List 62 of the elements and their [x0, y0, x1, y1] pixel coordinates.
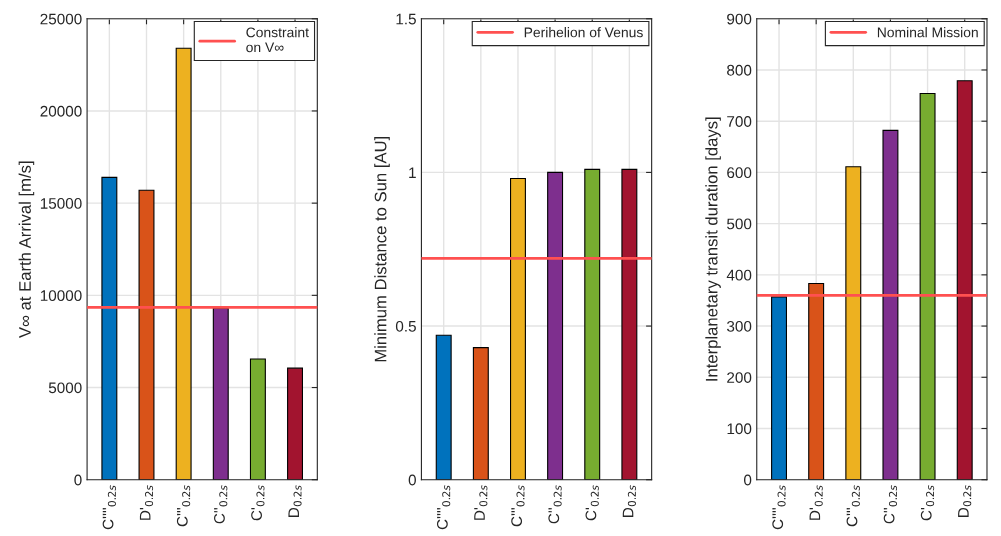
y-tick-label: 200	[727, 372, 752, 383]
bar	[101, 176, 118, 480]
x-tick-label: C''$_{0.2s}$	[214, 485, 228, 524]
x-tick-label: D'$_{0.2s}$	[474, 485, 488, 520]
y-tick-label: 1	[409, 167, 416, 178]
bar	[287, 367, 304, 480]
legend-label: Nominal Mission	[877, 27, 978, 38]
legend-label: Constraint on V∞	[246, 27, 309, 53]
y-tick-label: 10000	[40, 290, 82, 302]
y-tick-label: 300	[726, 320, 752, 332]
bar	[845, 166, 862, 480]
x-tick-label: C''''$_{0.2s}$	[772, 485, 786, 530]
x-tick-label: C''$_{0.2s}$	[883, 485, 898, 524]
y-tick-label: 900	[727, 13, 752, 25]
x-tick-label: C''''$_{0.2s}$	[436, 485, 451, 530]
bar	[175, 47, 192, 480]
y-tick-label: 0	[74, 474, 82, 486]
y-tick-label: 400	[726, 269, 752, 281]
y-tick-label: 1.5	[396, 13, 416, 25]
y-axis-title: Interplanetary transit duration [days]	[705, 117, 721, 381]
y-axis-title: V∞ at Earth Arrival [m/s]	[18, 161, 35, 338]
bar	[919, 92, 936, 480]
bar	[472, 347, 489, 480]
y-tick-label: 0	[744, 474, 752, 486]
bar	[882, 129, 899, 480]
legend-label: Perihelion of Venus	[524, 27, 643, 38]
x-tick-label: D'$_{0.2s}$	[139, 485, 154, 520]
x-tick-label: D$_{0.2s}$	[958, 485, 972, 517]
x-tick-label: C''$_{0.2s}$	[548, 485, 562, 524]
x-tick-label: C'$_{0.2s}$	[251, 485, 265, 521]
y-tick-label: 800	[727, 64, 752, 76]
x-tick-label: C'''$_{0.2s}$	[176, 485, 191, 527]
y-tick-label: 0	[408, 474, 416, 486]
x-tick-label: D$_{0.2s}$	[288, 485, 302, 517]
bar	[956, 80, 973, 480]
x-tick-label: C'$_{0.2s}$	[585, 485, 599, 521]
bar	[212, 307, 229, 480]
y-tick-label: 5000	[48, 382, 82, 394]
bar	[584, 168, 601, 480]
bar	[435, 334, 452, 480]
x-tick-label: D$_{0.2s}$	[622, 485, 636, 517]
y-tick-label: 500	[727, 218, 752, 230]
x-tick-label: C'''$_{0.2s}$	[511, 485, 525, 527]
bar	[249, 358, 266, 480]
x-tick-label: C'''$_{0.2s}$	[846, 485, 860, 527]
bar	[621, 168, 638, 480]
bar	[509, 178, 526, 480]
y-tick-label: 700	[727, 116, 752, 127]
bar	[138, 189, 155, 480]
y-tick-label: 600	[727, 167, 752, 179]
y-tick-label: 20000	[40, 105, 82, 117]
y-axis-title: Minimum Distance to Sun [AU]	[374, 136, 390, 362]
y-tick-label: 25000	[40, 13, 82, 25]
y-tick-label: 100	[727, 423, 752, 435]
bar	[808, 283, 825, 480]
x-tick-label: C''''$_{0.2s}$	[102, 485, 116, 530]
x-tick-label: D'$_{0.2s}$	[809, 485, 823, 520]
y-tick-label: 0.5	[395, 320, 416, 332]
x-tick-label: C'$_{0.2s}$	[920, 485, 935, 521]
bar	[547, 171, 564, 480]
bar	[771, 296, 788, 480]
y-tick-label: 15000	[40, 198, 82, 209]
